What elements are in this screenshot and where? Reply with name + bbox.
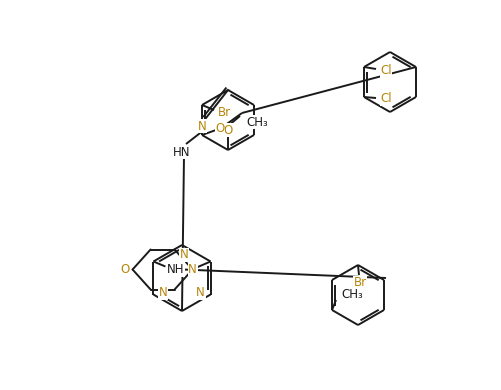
Text: N: N [179,248,188,262]
Text: N: N [188,263,196,276]
Text: CH₃: CH₃ [245,115,267,128]
Text: Cl: Cl [379,92,391,106]
Text: Br: Br [217,106,230,119]
Text: N: N [159,286,167,299]
Text: Cl: Cl [379,64,391,78]
Text: CH₃: CH₃ [341,287,362,301]
Text: O: O [223,124,232,136]
Text: N: N [197,119,206,133]
Text: N: N [196,286,204,299]
Text: NH: NH [166,263,184,276]
Text: Br: Br [353,277,366,289]
Text: HN: HN [173,145,190,158]
Text: O: O [120,263,129,276]
Text: O: O [215,122,224,135]
